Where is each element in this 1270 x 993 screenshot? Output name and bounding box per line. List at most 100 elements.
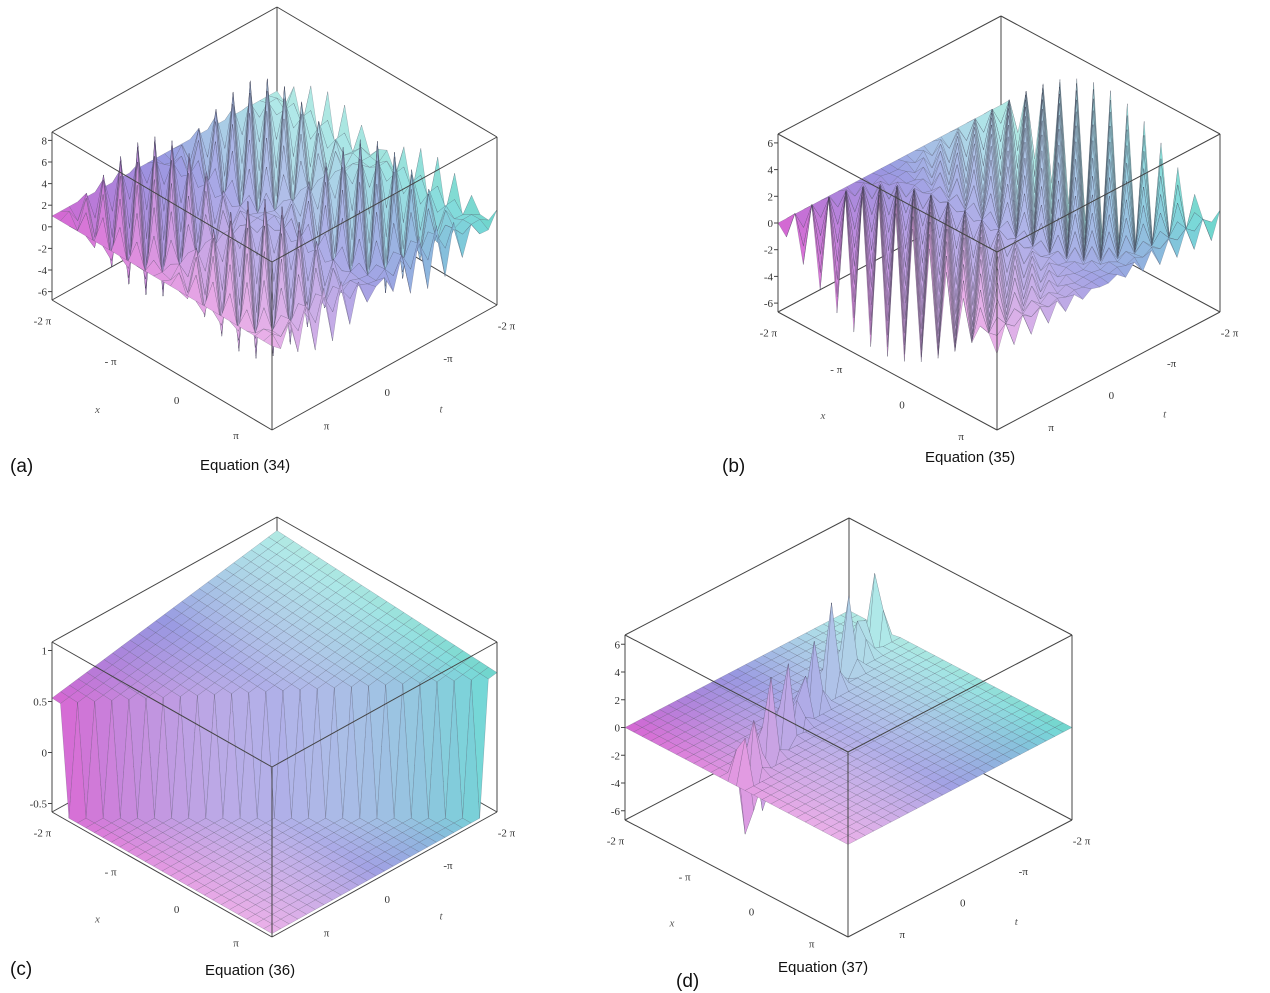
box-edge <box>271 641 498 768</box>
panel-caption: Equation (34) <box>200 457 290 474</box>
z-tick-label: 2 <box>615 695 621 707</box>
x-axis-label: x <box>820 410 826 422</box>
x-tick-label: 0 <box>174 395 180 407</box>
z-tick-label: 0 <box>42 222 48 234</box>
panel-caption: Equation (37) <box>778 959 868 976</box>
surface-patch <box>916 794 935 805</box>
t-tick-label: π <box>1048 422 1054 434</box>
surface-patch <box>873 817 892 827</box>
box-edge <box>848 517 1073 636</box>
box-edge <box>51 6 278 133</box>
x-axis-label: x <box>669 918 675 930</box>
z-tick-label: 2 <box>42 200 48 212</box>
z-tick-label: 6 <box>42 157 48 169</box>
z-tick-label: 0 <box>615 723 621 735</box>
box-edge <box>996 133 1221 253</box>
z-tick-label: 4 <box>42 179 48 191</box>
box-edge <box>847 819 1073 938</box>
t-axis-label: t <box>1015 916 1019 928</box>
x-tick-label: π <box>233 938 239 950</box>
z-tick-label: 1 <box>42 646 48 658</box>
surface-patch <box>1011 745 1030 755</box>
surface-patch <box>462 194 481 215</box>
surface-patch <box>950 776 970 787</box>
x-tick-label: π <box>958 431 964 443</box>
surface-patch <box>340 281 359 325</box>
surface-patch <box>444 822 463 833</box>
box-edge <box>51 811 273 938</box>
surface-patch <box>1048 297 1066 312</box>
surface-patch <box>401 846 420 857</box>
t-axis-label: t <box>1163 408 1167 420</box>
surface-patch <box>985 758 1004 769</box>
x-axis-label: x <box>94 914 100 926</box>
panel: 6 4 2 0 -2 -4 -6 -2 π - π 0 π -2 π -π 0 π x t (d) Equation… <box>607 517 1091 992</box>
surface-patch <box>1142 247 1161 265</box>
z-tick-label: 4 <box>768 165 774 177</box>
z-tick-label: 0 <box>768 218 774 230</box>
box-edge <box>271 811 498 938</box>
box-edge <box>777 311 998 431</box>
panel-label: (d) <box>676 971 699 992</box>
z-tick-label: -0.5 <box>30 799 48 811</box>
surface-patch <box>847 830 866 841</box>
surface-patch <box>899 803 918 814</box>
box-edge <box>624 819 849 938</box>
box-edge <box>276 6 498 138</box>
panel-caption: Equation (35) <box>925 449 1015 466</box>
surface-patch <box>453 224 472 259</box>
t-tick-label: π <box>324 421 330 433</box>
surface-patch <box>384 254 403 293</box>
z-tick-label: -4 <box>764 271 774 283</box>
box-edge <box>777 15 1002 135</box>
z-tick-label: 6 <box>768 138 774 150</box>
surface-patch <box>856 826 875 836</box>
z-tick-label: 8 <box>42 135 48 147</box>
surface-patch <box>332 885 351 896</box>
box-edge <box>1000 15 1221 135</box>
t-tick-label: 0 <box>960 897 966 909</box>
x-axis-label: x <box>94 404 100 416</box>
panel: 1 0.5 0 -0.5 -2 π - π 0 π -2 π -π 0 π x t (c) Equation … <box>10 516 516 980</box>
t-tick-label: π <box>900 929 906 941</box>
surface-patch <box>436 222 454 277</box>
t-tick-label: -π <box>1167 358 1177 370</box>
panel-label: (a) <box>10 456 33 477</box>
x-tick-label: π <box>809 938 815 950</box>
surface-patch <box>1082 281 1101 290</box>
x-tick-label: - π <box>105 866 117 878</box>
box-edge <box>51 641 273 768</box>
z-tick-label: -4 <box>38 265 48 277</box>
surface-patch <box>366 277 385 287</box>
z-tick-label: -2 <box>38 243 47 255</box>
box-edge <box>51 516 278 643</box>
x-tick-label: - π <box>830 364 842 376</box>
box-edge <box>996 311 1221 431</box>
box-edge <box>777 133 998 253</box>
surface-patch <box>366 866 386 877</box>
surface-patch <box>864 821 884 832</box>
surface-patch <box>881 812 901 823</box>
surface-patch <box>1108 266 1127 278</box>
t-tick-label: -π <box>443 353 453 365</box>
x-tick-label: -2 π <box>34 316 52 328</box>
t-tick-label: -π <box>1019 866 1029 878</box>
z-tick-label: -6 <box>38 287 48 299</box>
z-tick-label: 0.5 <box>33 697 47 709</box>
z-tick-label: 2 <box>768 191 774 203</box>
surface-patch <box>419 225 437 289</box>
z-tick-label: -4 <box>611 778 621 790</box>
surface-patch <box>288 909 308 920</box>
x-tick-label: -2 π <box>760 327 778 339</box>
box-edge <box>624 517 850 636</box>
box-edge <box>51 299 273 431</box>
t-tick-label: 0 <box>385 894 391 906</box>
x-tick-label: - π <box>105 356 117 368</box>
surface-patch <box>306 287 325 351</box>
surface-patch <box>933 785 952 796</box>
surface-patch <box>271 321 290 350</box>
x-tick-label: 0 <box>749 907 755 919</box>
t-tick-label: -2 π <box>1221 327 1239 339</box>
